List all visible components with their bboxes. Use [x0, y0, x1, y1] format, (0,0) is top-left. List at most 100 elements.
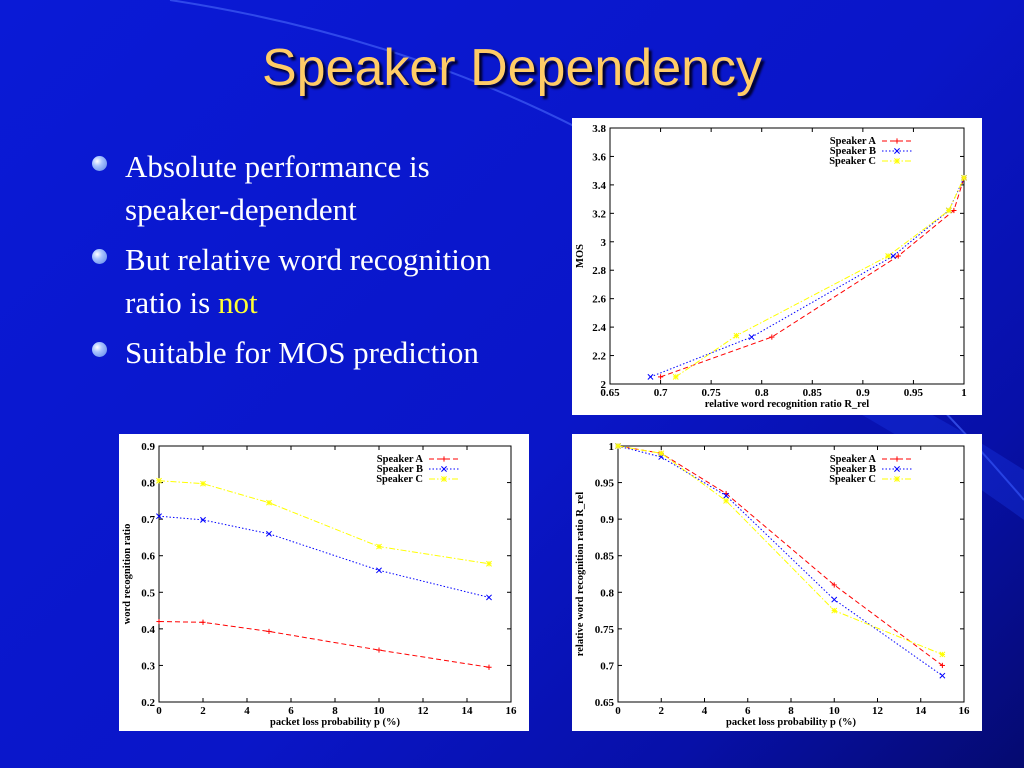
data-point [723, 497, 730, 504]
data-point [156, 618, 162, 625]
y-tick-label: 0.7 [600, 660, 614, 672]
x-tick-label: 0 [156, 705, 162, 717]
y-tick-label: 0.8 [600, 587, 614, 599]
series-speaker-b [647, 174, 967, 380]
data-point [376, 567, 382, 574]
y-tick-label: 0.4 [141, 624, 155, 636]
data-point [885, 253, 892, 259]
legend-label: Speaker A [377, 454, 424, 465]
series-line [158, 480, 490, 565]
x-tick-label: 16 [506, 705, 518, 717]
bullet-item: But relative word recognition ratio is n… [92, 238, 522, 324]
y-tick-label: 2.2 [592, 351, 606, 363]
series-speaker-b [156, 513, 492, 601]
legend-label: Speaker B [830, 464, 876, 475]
data-point [890, 253, 897, 259]
x-tick-label: 8 [788, 705, 794, 717]
y-axis-label: MOS [575, 244, 586, 268]
data-point [831, 607, 838, 614]
data-point [658, 450, 665, 457]
data-point [376, 543, 382, 550]
y-tick-label: 1 [609, 441, 615, 453]
x-tick-label: 0.95 [904, 387, 924, 399]
x-tick-label: 12 [872, 705, 884, 717]
data-point [266, 530, 272, 537]
y-tick-label: 0.6 [141, 551, 155, 563]
series-speaker-c [156, 477, 492, 567]
legend-marker [894, 466, 900, 472]
y-tick-label: 0.95 [595, 478, 615, 490]
chart-relative-word-recognition-ratio: 0 2 4 6 8 10 12 14 16 0.65 0.7 0.75 0.8 0.85 0.9 0.95 1 p… [572, 434, 982, 731]
series-line [158, 621, 490, 668]
x-axis-label: relative word recognition ratio R_rel [705, 399, 870, 410]
bullet-highlight-text: not [218, 285, 258, 320]
y-tick-label: 0.2 [141, 697, 155, 709]
chart-word-recognition-ratio: 0 2 4 6 8 10 12 14 16 0.2 0.3 0.4 0.5 0.6 0.7 0.8 0.9 pac… [119, 434, 529, 731]
x-tick-label: 0.65 [600, 387, 620, 399]
x-tick-label: 6 [288, 705, 294, 717]
legend-marker [441, 466, 447, 472]
chart-relative-word-recognition-ratio-svg: 0 2 4 6 8 10 12 14 16 0.65 0.7 0.75 0.8 0.85 0.9 0.95 1 p… [575, 441, 971, 728]
y-tick-label: 0.3 [141, 660, 155, 672]
data-point [266, 628, 272, 635]
legend-marker [894, 138, 900, 144]
bullet-text: Absolute performance is speaker-dependen… [125, 149, 430, 227]
series-line [660, 177, 965, 378]
y-tick-label: 0.5 [141, 587, 155, 599]
chart-word-recognition-ratio-svg: 0 2 4 6 8 10 12 14 16 0.2 0.3 0.4 0.5 0.6 0.7 0.8 0.9 pac… [122, 441, 518, 728]
series-speaker-c [672, 174, 967, 380]
data-point [156, 513, 162, 520]
data-point [266, 499, 272, 506]
data-point [486, 560, 492, 567]
y-tick-label: 0.9 [141, 441, 155, 453]
bullet-text: But relative word recognition ratio is [125, 242, 491, 320]
y-tick-label: 3 [601, 237, 607, 249]
data-point [723, 492, 730, 499]
bullet-icon [92, 249, 107, 264]
x-tick-label: 0.75 [702, 387, 722, 399]
legend-marker [894, 476, 900, 482]
legend-label: Speaker C [829, 156, 876, 167]
series-line [675, 177, 965, 378]
data-point [951, 207, 957, 214]
chart-mos-vs-rrel-svg: 0.65 0.7 0.75 0.8 0.85 0.9 0.95 1 2 2.2 2.4 2.6 2.8 3… [575, 123, 967, 410]
data-point [486, 594, 492, 601]
x-tick-label: 14 [462, 705, 474, 717]
data-point [939, 651, 946, 658]
legend-marker [894, 456, 900, 462]
data-point [657, 374, 664, 380]
x-tick-label: 6 [745, 705, 751, 717]
series-speaker-c [615, 443, 946, 658]
y-axis-label: word recognition ratio [122, 524, 133, 625]
y-tick-label: 0.8 [141, 478, 155, 490]
legend-marker [441, 456, 447, 462]
x-tick-label: 16 [959, 705, 971, 717]
y-tick-label: 0.9 [600, 514, 614, 526]
x-tick-label: 4 [244, 705, 250, 717]
data-point [831, 596, 838, 603]
plot-frame [609, 127, 965, 385]
data-point [672, 373, 679, 380]
legend-marker [894, 148, 900, 154]
data-point [939, 662, 945, 669]
y-tick-label: 0.75 [595, 624, 615, 636]
x-tick-label: 0.9 [856, 387, 870, 399]
legend-label: Speaker A [830, 136, 877, 147]
legend-marker [441, 476, 447, 482]
legend-label: Speaker C [829, 474, 876, 485]
y-axis-label: relative word recognition ratio R_rel [575, 492, 586, 657]
x-tick-label: 0.8 [755, 387, 769, 399]
legend-marker [894, 158, 900, 164]
data-point [769, 334, 775, 340]
x-tick-label: 1 [961, 387, 967, 399]
data-point [647, 373, 654, 380]
data-point [748, 334, 755, 341]
data-point [200, 619, 206, 625]
series-line [650, 177, 965, 378]
legend-label: Speaker B [830, 146, 876, 157]
series-speaker-a [657, 175, 967, 380]
y-tick-label: 2.6 [592, 294, 606, 306]
series-line [158, 515, 490, 598]
y-tick-label: 2 [601, 379, 607, 391]
